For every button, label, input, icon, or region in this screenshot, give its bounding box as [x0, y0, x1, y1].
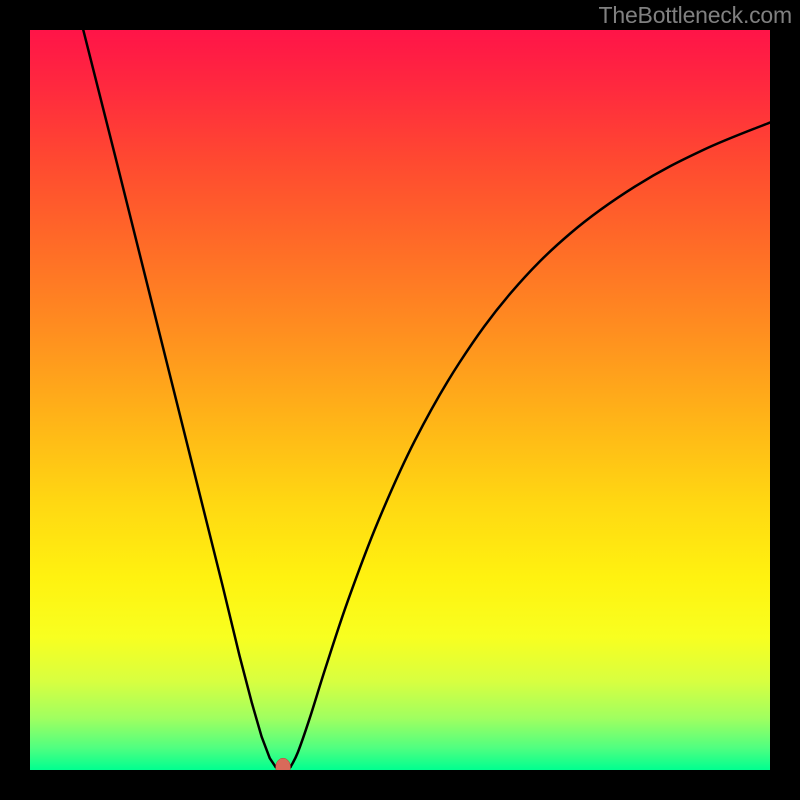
gradient-background — [30, 30, 770, 770]
chart-container: TheBottleneck.com — [0, 0, 800, 800]
chart-svg — [30, 30, 770, 770]
watermark-text: TheBottleneck.com — [599, 2, 792, 29]
plot-area — [30, 30, 770, 770]
